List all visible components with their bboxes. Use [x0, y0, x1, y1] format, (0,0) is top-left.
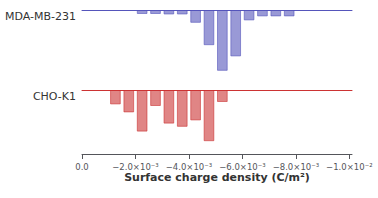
svg-text:0.0: 0.0 [75, 162, 89, 172]
svg-text:−6.0×10⁻³: −6.0×10⁻³ [219, 162, 265, 172]
svg-text:−2.0×10⁻³: −2.0×10⁻³ [112, 162, 158, 172]
svg-text:−1.0×10⁻²: −1.0×10⁻² [326, 162, 372, 172]
svg-text:MDA-MB-231: MDA-MB-231 [5, 10, 76, 23]
svg-text:−8.0×10⁻³: −8.0×10⁻³ [273, 162, 319, 172]
svg-text:Surface charge density (C/m²): Surface charge density (C/m²) [124, 171, 310, 184]
svg-text:CHO-K1: CHO-K1 [33, 90, 76, 103]
svg-text:−4.0×10⁻³: −4.0×10⁻³ [166, 162, 212, 172]
